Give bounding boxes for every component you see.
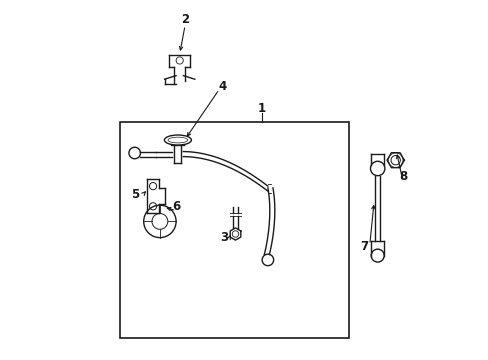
Text: 8: 8: [398, 170, 406, 183]
Text: 5: 5: [130, 188, 139, 201]
Text: 6: 6: [172, 201, 180, 213]
Text: 3: 3: [220, 231, 228, 244]
Text: 1: 1: [257, 102, 265, 114]
Text: 4: 4: [218, 80, 226, 93]
Text: 7: 7: [359, 240, 367, 253]
Bar: [120, 122, 348, 338]
Text: 2: 2: [181, 13, 189, 26]
